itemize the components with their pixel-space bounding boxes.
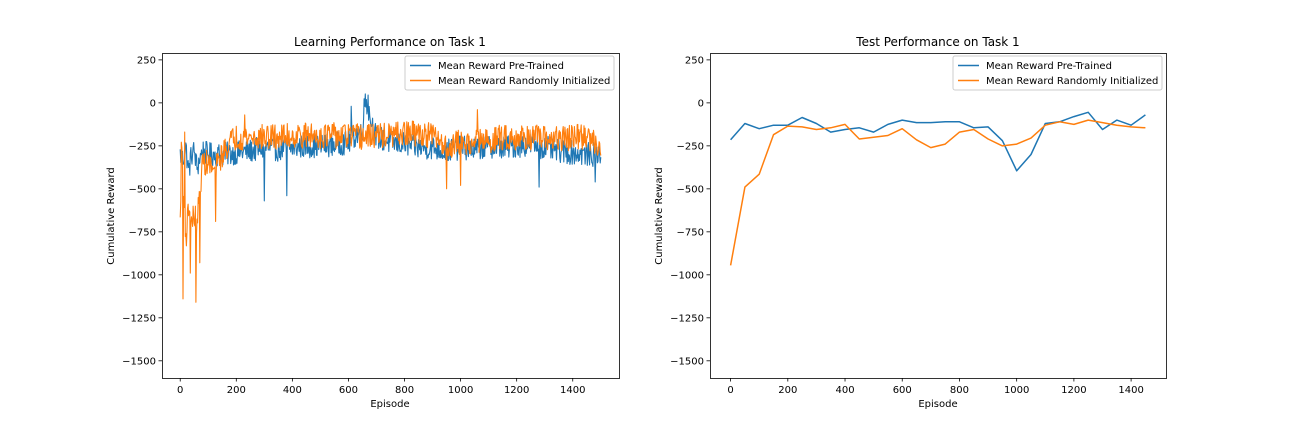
plot-area: 0 200 400 600 800 1000 1200 1400 250 0 −250 −500 −75… [670, 53, 1167, 396]
y-tick-label: −1000 [670, 270, 704, 281]
y-tick-label: −500 [129, 184, 156, 195]
x-tick-label: 1000 [448, 385, 473, 396]
legend-box [952, 55, 1163, 91]
x-tick-label: 200 [227, 385, 246, 396]
legend: Mean Reward Pre-Trained Mean Reward Rand… [952, 55, 1163, 91]
series-line-randomly-initialized [179, 109, 602, 303]
y-tick-label: 0 [698, 98, 704, 109]
y-axis-label: Cumulative Reward [106, 167, 117, 265]
legend-label-pretrained: Mean Reward Pre-Trained [986, 61, 1112, 72]
x-tick-label: 1000 [1004, 385, 1029, 396]
y-tick-label: −1250 [670, 313, 704, 324]
y-tick-label: −1250 [122, 313, 156, 324]
legend: Mean Reward Pre-Trained Mean Reward Rand… [404, 55, 615, 91]
x-tick-label: 400 [283, 385, 302, 396]
plot-area: 0 200 400 600 800 1000 1200 1400 250 0 −250 −500 −75… [122, 53, 620, 396]
x-tick-label: 800 [950, 385, 969, 396]
y-tick-label: −250 [129, 141, 156, 152]
x-tick-label: 800 [395, 385, 414, 396]
y-tick-label: −500 [677, 184, 704, 195]
x-tick-label: 1200 [1061, 385, 1086, 396]
series-line-randomly-initialized [729, 119, 1146, 266]
y-tick-label: −250 [677, 141, 704, 152]
x-tick-label: 200 [778, 385, 797, 396]
x-tick-label: 600 [339, 385, 358, 396]
legend-label-random: Mean Reward Randomly Initialized [438, 76, 610, 87]
x-axis-label: Episode [370, 399, 409, 410]
series-line-pretrained [179, 93, 602, 202]
x-tick-label: 0 [727, 385, 733, 396]
x-axis-label: Episode [918, 399, 957, 410]
y-tick-label: 250 [137, 55, 156, 66]
x-tick-label: 1200 [504, 385, 529, 396]
y-tick-label: −1500 [122, 356, 156, 367]
y-tick-label: −1000 [122, 270, 156, 281]
y-tick-label: −1500 [670, 356, 704, 367]
y-tick-label: −750 [677, 227, 704, 238]
axes-frame [710, 53, 1167, 379]
chart-title: Learning Performance on Task 1 [294, 35, 486, 49]
legend-label-pretrained: Mean Reward Pre-Trained [438, 61, 564, 72]
axes-frame [162, 53, 620, 379]
legend-label-random: Mean Reward Randomly Initialized [986, 76, 1158, 87]
x-tick-label: 400 [835, 385, 854, 396]
chart-title: Test Performance on Task 1 [855, 35, 1019, 49]
x-tick-label: 1400 [560, 385, 585, 396]
x-tick-label: 0 [177, 385, 183, 396]
legend-box [404, 55, 615, 91]
series-line-pretrained [730, 111, 1146, 172]
y-axis-label: Cumulative Reward [654, 167, 665, 265]
y-tick-label: −750 [129, 227, 156, 238]
x-tick-label: 600 [893, 385, 912, 396]
learning-performance-chart: Learning Performance on Task 1 Episode C… [106, 35, 620, 410]
y-tick-label: 250 [685, 55, 704, 66]
y-tick-label: 0 [150, 98, 156, 109]
x-tick-label: 1400 [1118, 385, 1143, 396]
test-performance-chart: Test Performance on Task 1 Episode Cumul… [654, 35, 1167, 410]
